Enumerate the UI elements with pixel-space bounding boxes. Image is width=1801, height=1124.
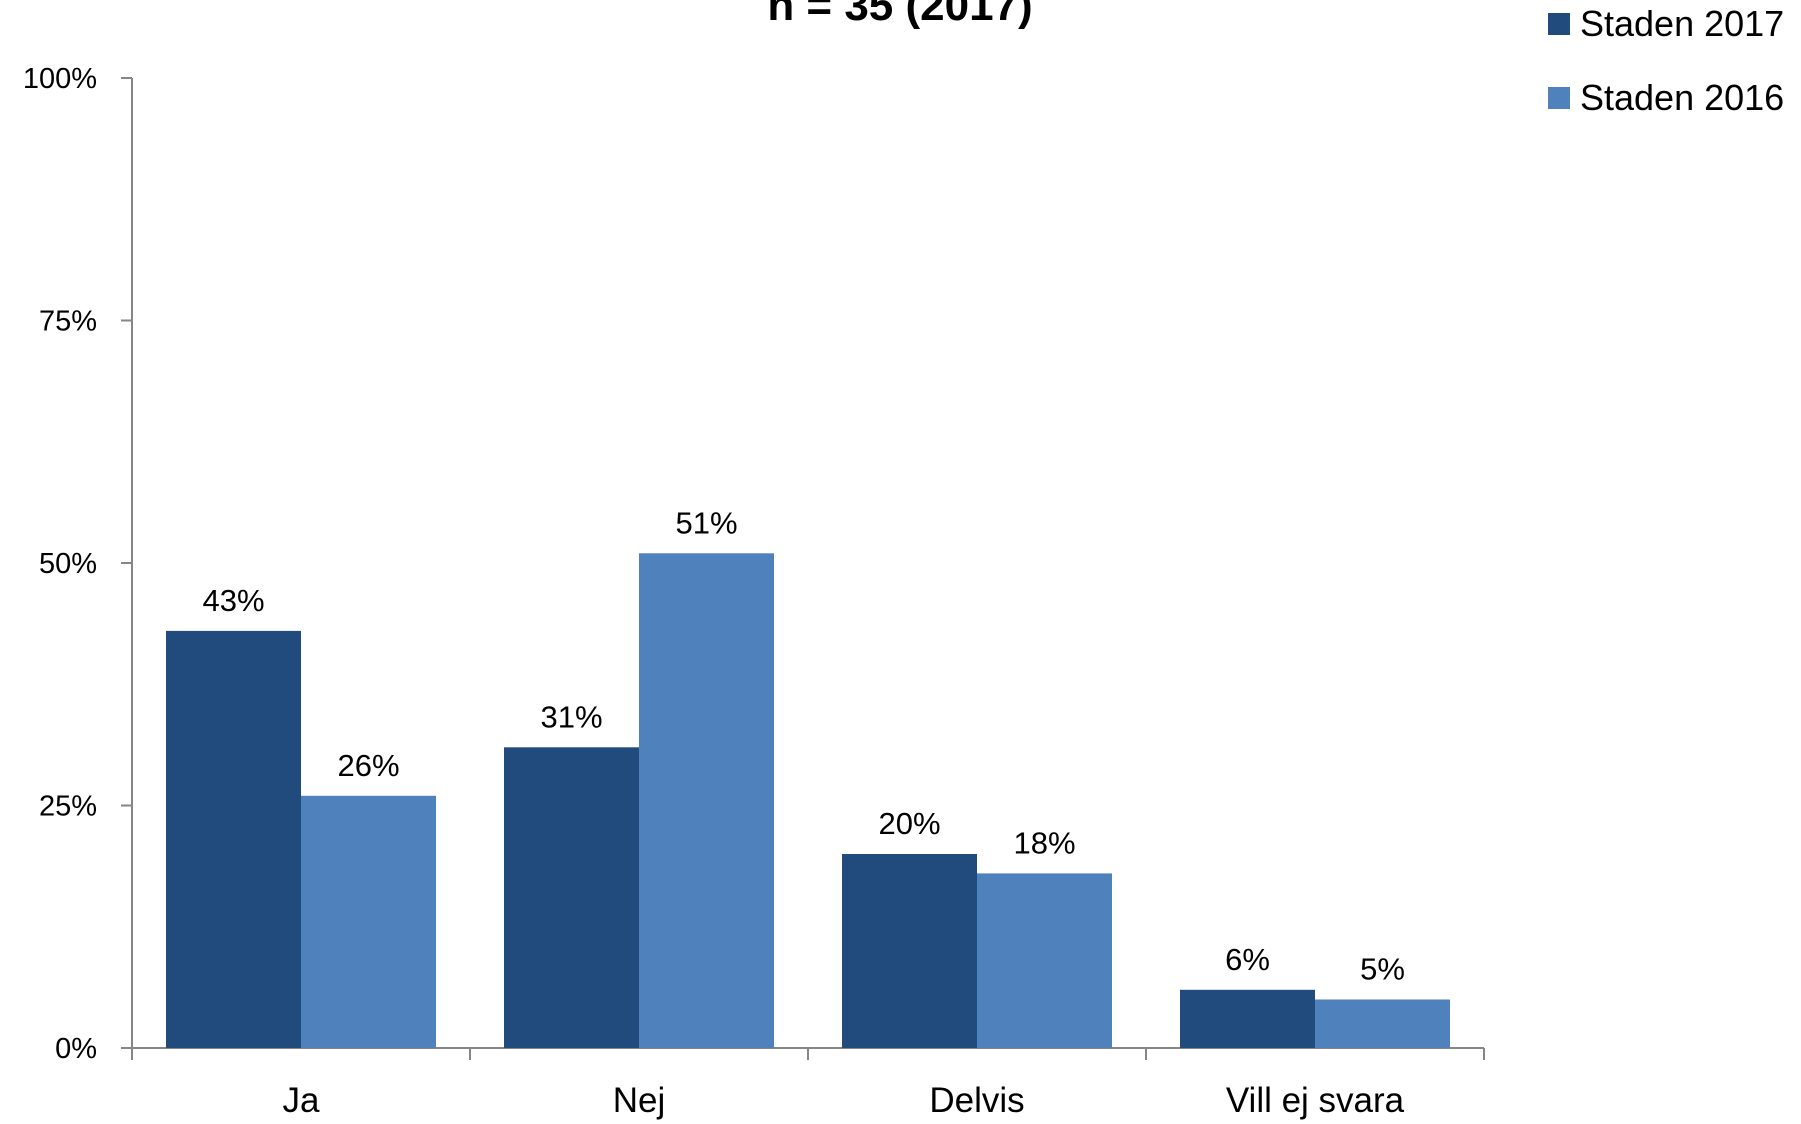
- data-label: 18%: [1013, 825, 1075, 860]
- data-label: 5%: [1360, 952, 1405, 987]
- x-category-label: Vill ej svara: [1226, 1081, 1405, 1120]
- data-label: 6%: [1225, 942, 1270, 977]
- chart-title: n = 35 (2017): [767, 0, 1032, 30]
- x-category-label: Delvis: [929, 1081, 1024, 1120]
- bar: [166, 630, 301, 1048]
- data-labels: 43% 31% 20% 6% 26% 51% 18% 5%: [202, 505, 1404, 986]
- y-tick-label: 0%: [55, 1033, 97, 1065]
- y-tick-label: 100%: [23, 63, 97, 95]
- data-label: 20%: [878, 806, 940, 841]
- bar: [639, 553, 774, 1048]
- bar: [504, 747, 639, 1048]
- legend: Staden 2017 Staden 2016: [1548, 3, 1784, 118]
- bar: [301, 795, 436, 1048]
- y-tick-label: 75%: [39, 306, 97, 338]
- data-label: 31%: [540, 699, 602, 734]
- bar: [1315, 999, 1450, 1048]
- bar: [977, 873, 1112, 1048]
- legend-swatch: [1548, 87, 1570, 109]
- bar: [1180, 989, 1315, 1048]
- bars: [166, 553, 1450, 1048]
- legend-label: Staden 2017: [1580, 3, 1784, 44]
- data-label: 26%: [337, 748, 399, 783]
- bar: [842, 854, 977, 1048]
- y-tick-label: 25%: [39, 791, 97, 823]
- legend-label: Staden 2016: [1580, 77, 1784, 118]
- x-category-label: Ja: [283, 1081, 321, 1120]
- data-label: 51%: [675, 505, 737, 540]
- chart-title-text: n = 35 (2017): [767, 0, 1032, 30]
- x-category-label: Nej: [613, 1081, 666, 1120]
- y-tick-label: 50%: [39, 548, 97, 580]
- data-label: 43%: [202, 583, 264, 618]
- axes: 0% 25% 50% 75% 100% Ja Nej Delvis Vill ej svara: [23, 63, 1485, 1120]
- legend-swatch: [1548, 13, 1570, 35]
